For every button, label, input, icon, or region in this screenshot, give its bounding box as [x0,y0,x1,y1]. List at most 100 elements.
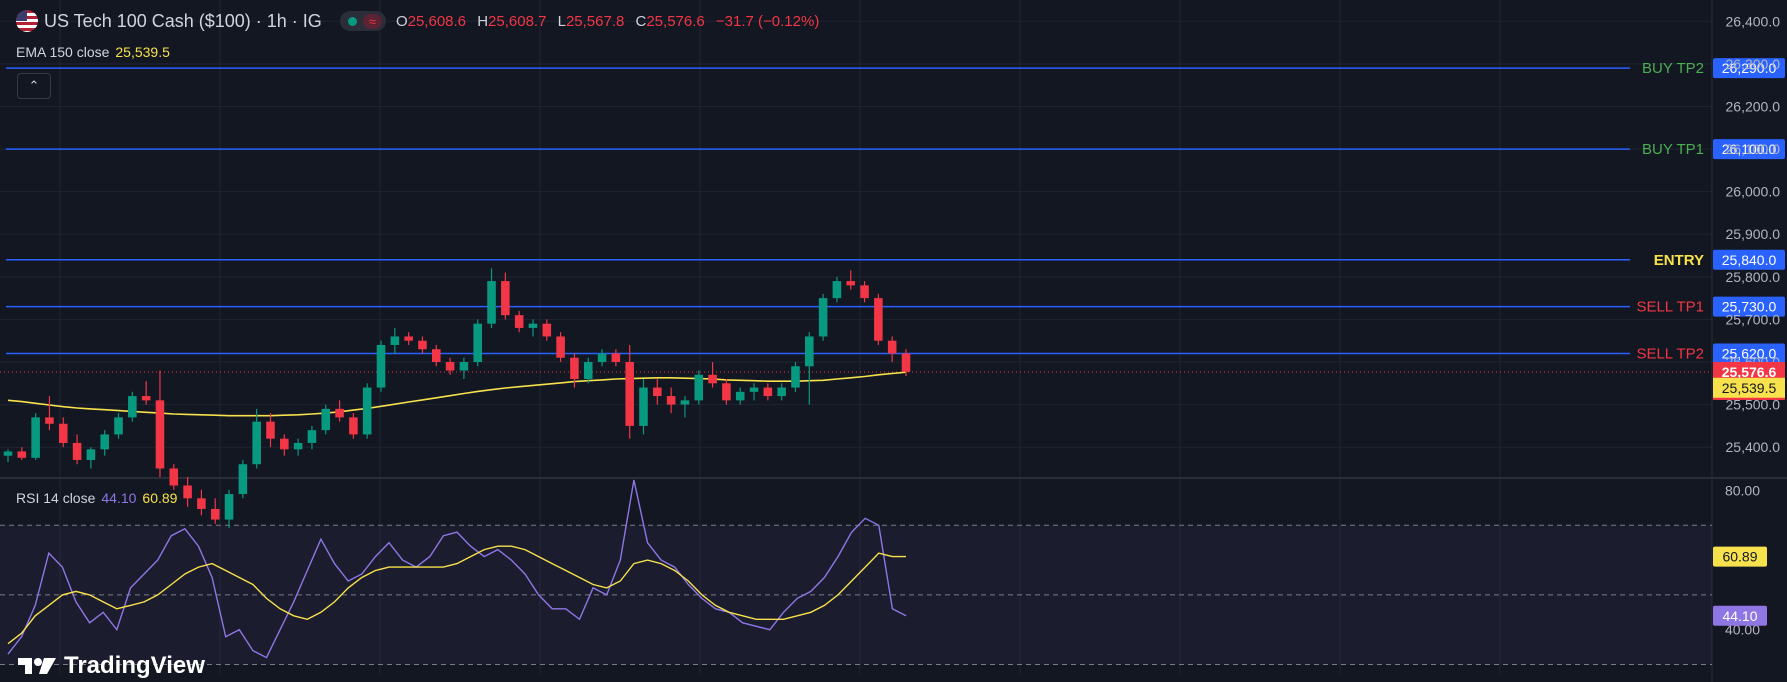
rsi-legend[interactable]: RSI 14 close 44.10 60.89 [16,490,177,506]
candle-body[interactable] [100,434,109,450]
candle-body[interactable] [431,349,441,363]
high-key: H [477,12,489,30]
ema-price-tag [1713,377,1785,398]
candle-body[interactable] [597,353,607,363]
tradingview-wordmark: TradingView [64,652,205,679]
candle-body[interactable] [252,421,261,465]
candle-body[interactable] [183,485,192,499]
candle-body[interactable] [197,498,206,509]
price-axis-tick: 25,400.0 [1726,439,1781,455]
candle-body[interactable] [3,451,13,456]
data-wave-icon: ≈ [362,13,382,29]
candle-body[interactable] [307,430,317,443]
ema-legend[interactable]: EMA 150 close 25,539.5 [16,44,170,60]
level-price-tag-text: 26,100.0 [1722,141,1777,157]
candle-body[interactable] [445,362,455,371]
candle-body[interactable] [266,421,275,439]
candle-body[interactable] [280,438,289,450]
candle-body[interactable] [238,464,248,495]
candle-body[interactable] [583,362,593,380]
candle-body[interactable] [72,442,82,460]
rsi-value-tag-text: 44.10 [1722,608,1757,624]
candle-body[interactable] [418,340,427,350]
rsi-axis-tick: 80.00 [1725,482,1760,498]
candle-body[interactable] [141,396,151,401]
candle-body[interactable] [570,357,579,380]
candle-body[interactable] [874,298,883,341]
candle-body[interactable] [349,417,358,435]
rsi-ma-line [7,545,906,645]
candle-body[interactable] [224,494,234,520]
level-label: BUY TP1 [1642,141,1704,158]
candle-body[interactable] [31,417,40,458]
status-pill[interactable]: ≈ [339,11,386,31]
candle-body[interactable] [45,417,54,424]
rsi-legend-value: 44.10 [101,490,137,506]
candle-body[interactable] [901,353,911,372]
candle-body[interactable] [542,323,552,337]
symbol-title[interactable]: US Tech 100 Cash ($100) · 1h · IG [44,10,322,31]
candle-body[interactable] [210,508,220,520]
candle-body[interactable] [653,387,662,397]
candle-body[interactable] [501,281,510,316]
candle-body[interactable] [832,281,842,299]
candle-body[interactable] [749,387,759,392]
candle-body[interactable] [155,400,165,469]
candle-body[interactable] [846,281,856,286]
price-axis-tick: 26,300.0 [1726,56,1781,72]
candle-body[interactable] [666,396,676,405]
candle-body[interactable] [362,387,372,435]
candle-body[interactable] [556,336,565,358]
candle-body[interactable] [860,285,869,299]
candle-body[interactable] [17,451,27,458]
candle-body[interactable] [887,340,897,354]
candle-body[interactable] [86,449,96,460]
candle-body[interactable] [114,417,123,435]
price-axis-tick: 26,100.0 [1726,141,1781,157]
level-label: BUY TP2 [1642,60,1704,77]
candle-body[interactable] [708,374,717,384]
us-flag-icon [16,10,38,32]
candle-body[interactable] [473,323,483,363]
candle-body[interactable] [680,400,690,405]
candle-body[interactable] [514,315,524,328]
price-axis-tick: 26,000.0 [1726,184,1781,200]
candle-body[interactable] [805,336,814,367]
candle-body[interactable] [625,362,634,426]
low-value: 25,567.8 [565,12,625,30]
candle-body[interactable] [335,408,344,418]
close-value: 25,576.6 [646,12,705,30]
candle-body[interactable] [459,362,469,371]
candle-body[interactable] [763,387,773,397]
close-key: C [635,12,647,30]
candle-body[interactable] [528,323,538,328]
candle-body[interactable] [293,442,303,450]
candle-body[interactable] [791,366,800,388]
candle-body[interactable] [722,383,731,401]
price-axis-tick: 26,200.0 [1726,98,1781,114]
candle-body[interactable] [376,344,386,388]
candle-body[interactable] [735,391,745,401]
tradingview-logo[interactable]: TradingView [18,652,205,680]
candle-body[interactable] [58,423,68,443]
candle-body[interactable] [321,408,331,431]
candle-body[interactable] [639,387,648,426]
symbol-header: US Tech 100 Cash ($100) · 1h · IG ≈ O25,… [16,10,826,32]
candle-body[interactable] [818,298,828,337]
candle-body[interactable] [404,336,413,341]
collapse-legend-button[interactable]: ⌃ [17,73,51,99]
price-axis-tick: 25,700.0 [1726,311,1781,327]
candle-body[interactable] [487,281,496,324]
level-price-tag [1713,296,1785,317]
candle-body[interactable] [128,396,137,418]
candle-body[interactable] [390,336,400,345]
candle-body[interactable] [611,353,621,363]
rsi-value-tag [1713,605,1767,626]
level-price-tag [1713,58,1785,79]
high-value: 25,608.7 [488,12,547,30]
candle-body[interactable] [694,374,704,401]
candle-body[interactable] [169,468,179,486]
price-axis-tick: 25,500.0 [1726,397,1781,413]
candle-body[interactable] [777,387,786,397]
